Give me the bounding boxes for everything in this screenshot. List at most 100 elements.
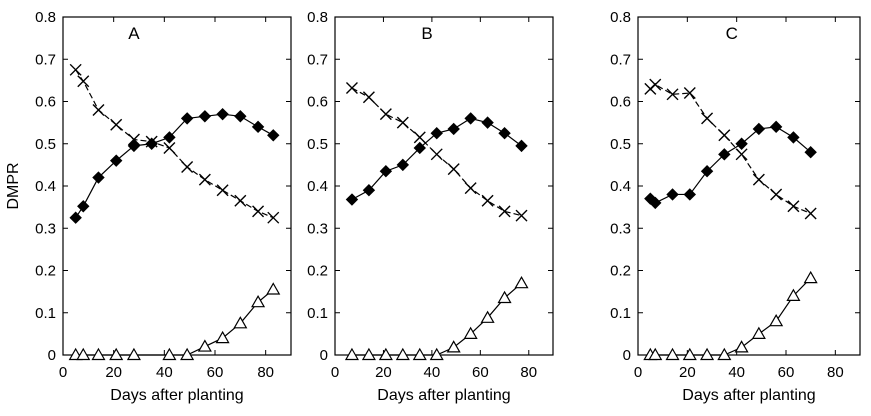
data-point-cross (770, 188, 783, 201)
series-open-triangle (344, 275, 529, 361)
data-point-triangle (395, 347, 410, 361)
x-tick-label: 20 (375, 364, 392, 381)
series-filled-diamond (644, 120, 817, 210)
cross-stroke (145, 135, 158, 148)
data-point-triangle (412, 347, 427, 361)
series-cross (644, 78, 817, 220)
cross-stroke (163, 141, 176, 154)
y-axis-label: DMPR (5, 162, 22, 209)
data-point-diamond (700, 165, 714, 178)
data-point-triangle (344, 347, 359, 361)
data-point-cross (413, 131, 426, 144)
data-point-diamond (267, 129, 280, 142)
series-open-triangle (68, 282, 281, 361)
y-tick-label: 0.6 (307, 94, 328, 111)
data-point-cross (362, 91, 375, 104)
data-point-triangle (665, 347, 680, 361)
y-tick-label: 0.3 (610, 220, 631, 237)
data-point-cross (110, 118, 123, 131)
y-tick-label: 0.4 (35, 178, 56, 195)
y-tick-label: 0.7 (35, 51, 56, 68)
data-point-diamond (666, 188, 679, 201)
data-point-diamond (145, 137, 158, 150)
data-point-cross (234, 194, 247, 207)
y-tick-label: 0.2 (35, 263, 56, 280)
data-point-triangle (717, 347, 732, 361)
data-point-cross (252, 205, 265, 218)
data-point-cross (683, 87, 696, 100)
data-point-triangle (751, 326, 766, 339)
data-point-diamond (109, 154, 123, 167)
x-tick-label: 60 (207, 364, 224, 381)
y-tick-label: 0.5 (307, 136, 328, 153)
y-tick-label: 0 (48, 347, 56, 364)
y-tick-label: 0.1 (35, 305, 56, 322)
cross-stroke (396, 116, 409, 129)
cross-stroke (718, 129, 731, 142)
data-point-triangle (463, 326, 478, 339)
panel-label: B (421, 24, 432, 43)
data-point-cross (718, 129, 731, 142)
data-point-triangle (197, 339, 212, 352)
cross-stroke (69, 63, 82, 76)
data-point-diamond (464, 112, 477, 125)
data-point-triangle (126, 347, 141, 361)
data-point-triangle (162, 347, 177, 361)
data-point-triangle (361, 347, 376, 361)
cross-stroke (787, 200, 800, 213)
x-tick-label: 80 (257, 364, 274, 381)
data-point-diamond (752, 122, 766, 136)
cross-stroke (181, 160, 194, 173)
cross-stroke (430, 148, 443, 161)
data-point-cross (77, 75, 90, 88)
data-point-diamond (163, 131, 176, 144)
data-point-diamond (447, 122, 460, 136)
data-point-cross (498, 205, 511, 218)
data-point-cross (198, 173, 211, 186)
data-point-diamond (649, 196, 662, 210)
data-point-diamond (804, 145, 817, 159)
panel-b: 0 0.1 0.2 0.3 0.4 0.5 0.6 0.7 0.8 0 20 40 60 80 Days a… (307, 9, 554, 404)
x-tick-label: 40 (728, 364, 745, 381)
x-tick-label: 20 (105, 364, 122, 381)
x-axis-label: Days after planting (110, 387, 243, 404)
y-tick-label: 0.1 (307, 305, 328, 322)
panel-c: 0 0.1 0.2 0.3 0.4 0.5 0.6 0.7 0.8 0 20 40 60 80 Days a… (610, 9, 861, 404)
y-tick-label: 0.4 (307, 178, 328, 195)
cross-stroke (804, 207, 817, 220)
data-point-diamond (198, 110, 212, 123)
cross-stroke (683, 87, 696, 100)
cross-stroke (649, 78, 662, 91)
data-point-cross (345, 81, 358, 94)
data-point-triangle (180, 347, 195, 361)
cross-stroke (464, 182, 477, 195)
data-point-cross (216, 184, 229, 197)
cross-stroke (515, 209, 528, 222)
data-point-cross (379, 108, 392, 121)
cross-stroke (127, 133, 140, 146)
data-point-diamond (345, 193, 359, 206)
series-cross (345, 81, 528, 222)
data-point-diamond (498, 126, 511, 140)
cross-stroke (110, 118, 123, 131)
data-point-triangle (700, 347, 715, 361)
data-point-triangle (514, 275, 529, 289)
data-point-triangle (648, 347, 663, 361)
y-tick-label: 0.3 (35, 220, 56, 237)
y-tick-label: 0.2 (610, 263, 631, 280)
y-tick-label: 0.8 (610, 9, 631, 26)
data-point-triangle (497, 290, 512, 304)
x-tick-label: 60 (778, 364, 795, 381)
cross-stroke (267, 211, 280, 224)
y-tick-label: 0.8 (307, 9, 328, 26)
y-tick-label: 0.6 (35, 94, 56, 111)
data-point-triangle (769, 313, 784, 327)
series-line (351, 282, 522, 356)
data-point-cross (804, 207, 817, 220)
data-point-diamond (769, 120, 783, 134)
y-tick-label: 0.1 (610, 305, 631, 322)
series-open-triangle (643, 270, 818, 361)
data-point-diamond (251, 120, 265, 134)
data-point-cross (145, 135, 158, 148)
y-tick-label: 0.7 (610, 51, 631, 68)
